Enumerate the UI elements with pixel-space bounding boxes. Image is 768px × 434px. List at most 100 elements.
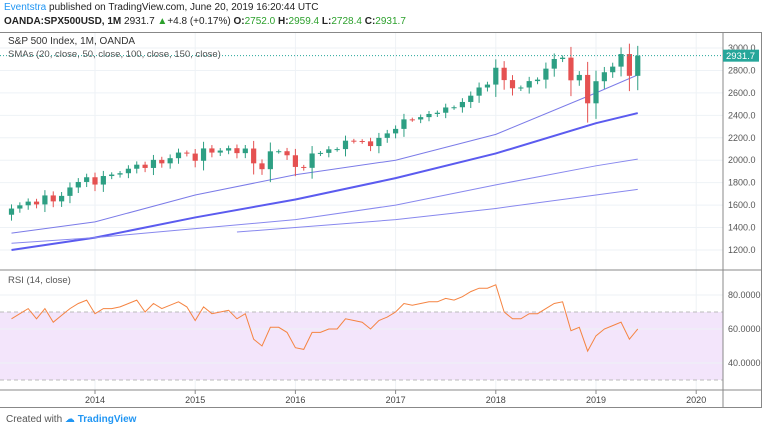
candle-body	[568, 57, 574, 81]
candle-body	[292, 155, 298, 167]
rsi-band	[0, 312, 723, 380]
x-tick-label: 2020	[686, 395, 706, 405]
rsi-line	[11, 284, 639, 353]
sma-line	[11, 158, 638, 244]
close-label: C:	[364, 16, 376, 27]
price-tick-label: 3000.0	[728, 43, 756, 53]
low-label: L:	[321, 16, 332, 27]
price-tick-label: 2400.0	[728, 110, 756, 120]
candle-body	[301, 166, 307, 168]
candle-body	[276, 151, 282, 153]
candle-body	[200, 148, 207, 161]
candle-body	[393, 128, 399, 134]
candle-body	[468, 95, 474, 102]
candle-body	[142, 164, 148, 168]
sma-line	[11, 112, 638, 251]
symbol-info: OANDA:SPX500USD, 1M 2931.7 ▲+4.8 (+0.17%…	[4, 16, 406, 27]
candle-body	[75, 181, 81, 188]
footer: Created with ☁ TradingView	[6, 414, 136, 425]
candle-body	[159, 159, 165, 164]
sma-line	[236, 188, 638, 233]
open-label: O:	[233, 16, 245, 27]
candle-body	[551, 58, 557, 69]
candle-body	[376, 137, 382, 147]
candle-body	[342, 140, 349, 150]
candle-body	[501, 67, 507, 81]
last-price-badge	[723, 49, 759, 62]
candle-body	[175, 152, 182, 159]
candle-body	[326, 149, 332, 153]
x-tick-label: 2014	[85, 395, 105, 405]
x-tick-label: 2017	[386, 395, 406, 405]
x-tick-label: 2019	[586, 395, 606, 405]
rsi-legend: RSI (14, close)	[8, 275, 71, 286]
candle-body	[585, 74, 591, 104]
author-link[interactable]: Eventstra	[4, 2, 47, 13]
rsi-tick-label: 80.0000	[728, 290, 761, 300]
candle-body	[284, 151, 290, 156]
tradingview-link[interactable]: TradingView	[77, 414, 137, 425]
low-value: 2728.4	[331, 16, 362, 27]
candle-body	[184, 152, 190, 154]
high-label: H:	[277, 16, 289, 27]
candle-body	[117, 173, 123, 175]
candle-body	[251, 148, 257, 164]
candle-body	[593, 81, 599, 104]
candle-body	[67, 187, 73, 196]
symbol: OANDA:SPX500USD, 1M	[4, 16, 122, 27]
up-arrow-icon: ▲	[157, 16, 168, 27]
candle-body	[576, 74, 582, 81]
candle-body	[59, 195, 65, 202]
candle-body	[359, 141, 365, 143]
candle-body	[351, 140, 357, 142]
rsi-tick-label: 40.0000	[728, 358, 761, 368]
price-tick-label: 1400.0	[728, 223, 756, 233]
candle-body	[401, 119, 407, 129]
last-price: 2931.7	[124, 16, 155, 27]
candle-body	[518, 87, 524, 89]
candle-body	[560, 57, 566, 59]
candle-body	[367, 141, 374, 147]
close-value: 2931.7	[375, 16, 406, 27]
price-tick-label: 2200.0	[728, 133, 756, 143]
candle-body	[8, 208, 15, 215]
x-tick-label: 2016	[285, 395, 305, 405]
candle-body	[476, 87, 482, 96]
candle-body	[17, 205, 23, 209]
tradingview-logo-icon: ☁	[64, 414, 75, 425]
candle-body	[109, 174, 115, 177]
change: +4.8 (+0.17%)	[167, 16, 231, 27]
price-tick-label: 2000.0	[728, 155, 756, 165]
rsi-tick-label: 60.0000	[728, 324, 761, 334]
chart-frame	[0, 32, 762, 408]
candle-body	[125, 168, 131, 174]
candle-body	[626, 54, 632, 76]
candle-body	[42, 195, 48, 205]
x-tick-label: 2018	[486, 395, 506, 405]
candle-body	[635, 55, 641, 76]
publish-info: Eventstra published on TradingView.com, …	[4, 2, 318, 13]
candle-body	[134, 164, 140, 169]
price-tick-label: 1600.0	[728, 200, 756, 210]
price-tick-label: 2600.0	[728, 88, 756, 98]
candle-body	[50, 195, 56, 202]
candle-body	[334, 149, 340, 151]
candle-body	[242, 148, 248, 154]
candle-body	[409, 119, 415, 121]
candle-body	[543, 68, 549, 80]
candle-body	[309, 153, 315, 168]
high-value: 2959.4	[288, 16, 320, 27]
candle-body	[317, 152, 324, 154]
candle-body	[259, 163, 265, 170]
candle-body	[384, 133, 390, 138]
candle-body	[509, 80, 516, 89]
candle-body	[526, 81, 532, 88]
price-tick-label: 2800.0	[728, 65, 756, 75]
candle-body	[443, 107, 449, 113]
candle-body	[234, 148, 240, 154]
price-tick-label: 1200.0	[728, 245, 756, 255]
footer-prefix: Created with	[6, 414, 63, 425]
candle-body	[226, 148, 232, 151]
candle-body	[601, 72, 607, 82]
